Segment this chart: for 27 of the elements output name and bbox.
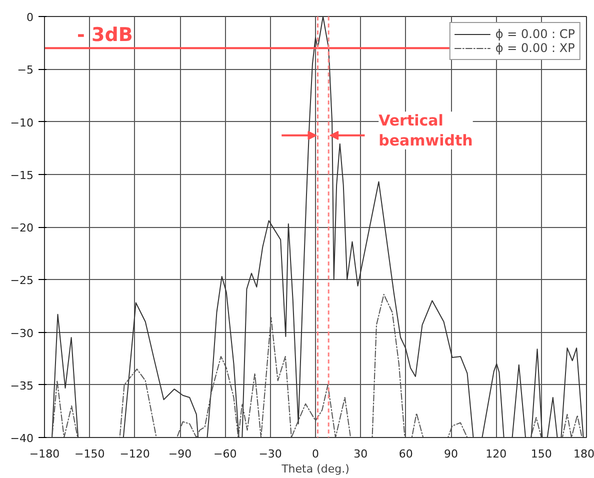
y-tick-label: −5 bbox=[17, 64, 34, 77]
x-tick-label: 180 bbox=[574, 448, 594, 460]
legend-label: ϕ = 0.00 : XP bbox=[495, 41, 575, 55]
x-tick-label: −180 bbox=[29, 448, 60, 460]
x-tick-label: 120 bbox=[486, 448, 507, 460]
y-tick-label: −35 bbox=[10, 379, 34, 392]
x-axis-title: Theta (deg.) bbox=[280, 462, 350, 476]
x-tick-label: 30 bbox=[354, 448, 368, 460]
x-tick-label: −30 bbox=[258, 448, 282, 460]
x-tick-label: 150 bbox=[530, 448, 552, 460]
x-tick-label: 0 bbox=[312, 448, 319, 460]
y-tick-label: −25 bbox=[10, 274, 34, 288]
x-tick-label: 60 bbox=[398, 448, 413, 460]
y-tick-label: −10 bbox=[10, 116, 34, 130]
ref-line-label: - 3dB bbox=[77, 24, 133, 46]
x-tick-label: −120 bbox=[120, 448, 150, 460]
x-tick-label: −60 bbox=[214, 448, 237, 460]
x-tick-label: −150 bbox=[74, 448, 105, 460]
annotation: Vertical beamwidth bbox=[378, 112, 473, 150]
y-tick-label: 0 bbox=[26, 11, 34, 24]
y-tick-label: −15 bbox=[10, 168, 34, 182]
x-tick-label: 90 bbox=[444, 448, 458, 460]
legend-label: ϕ = 0.00 : CP bbox=[495, 27, 575, 41]
x-tick-label: −90 bbox=[168, 448, 192, 460]
y-tick-label: −20 bbox=[10, 222, 34, 234]
y-tick-label: −30 bbox=[10, 326, 34, 340]
y-tick-label: −40 bbox=[10, 432, 34, 445]
